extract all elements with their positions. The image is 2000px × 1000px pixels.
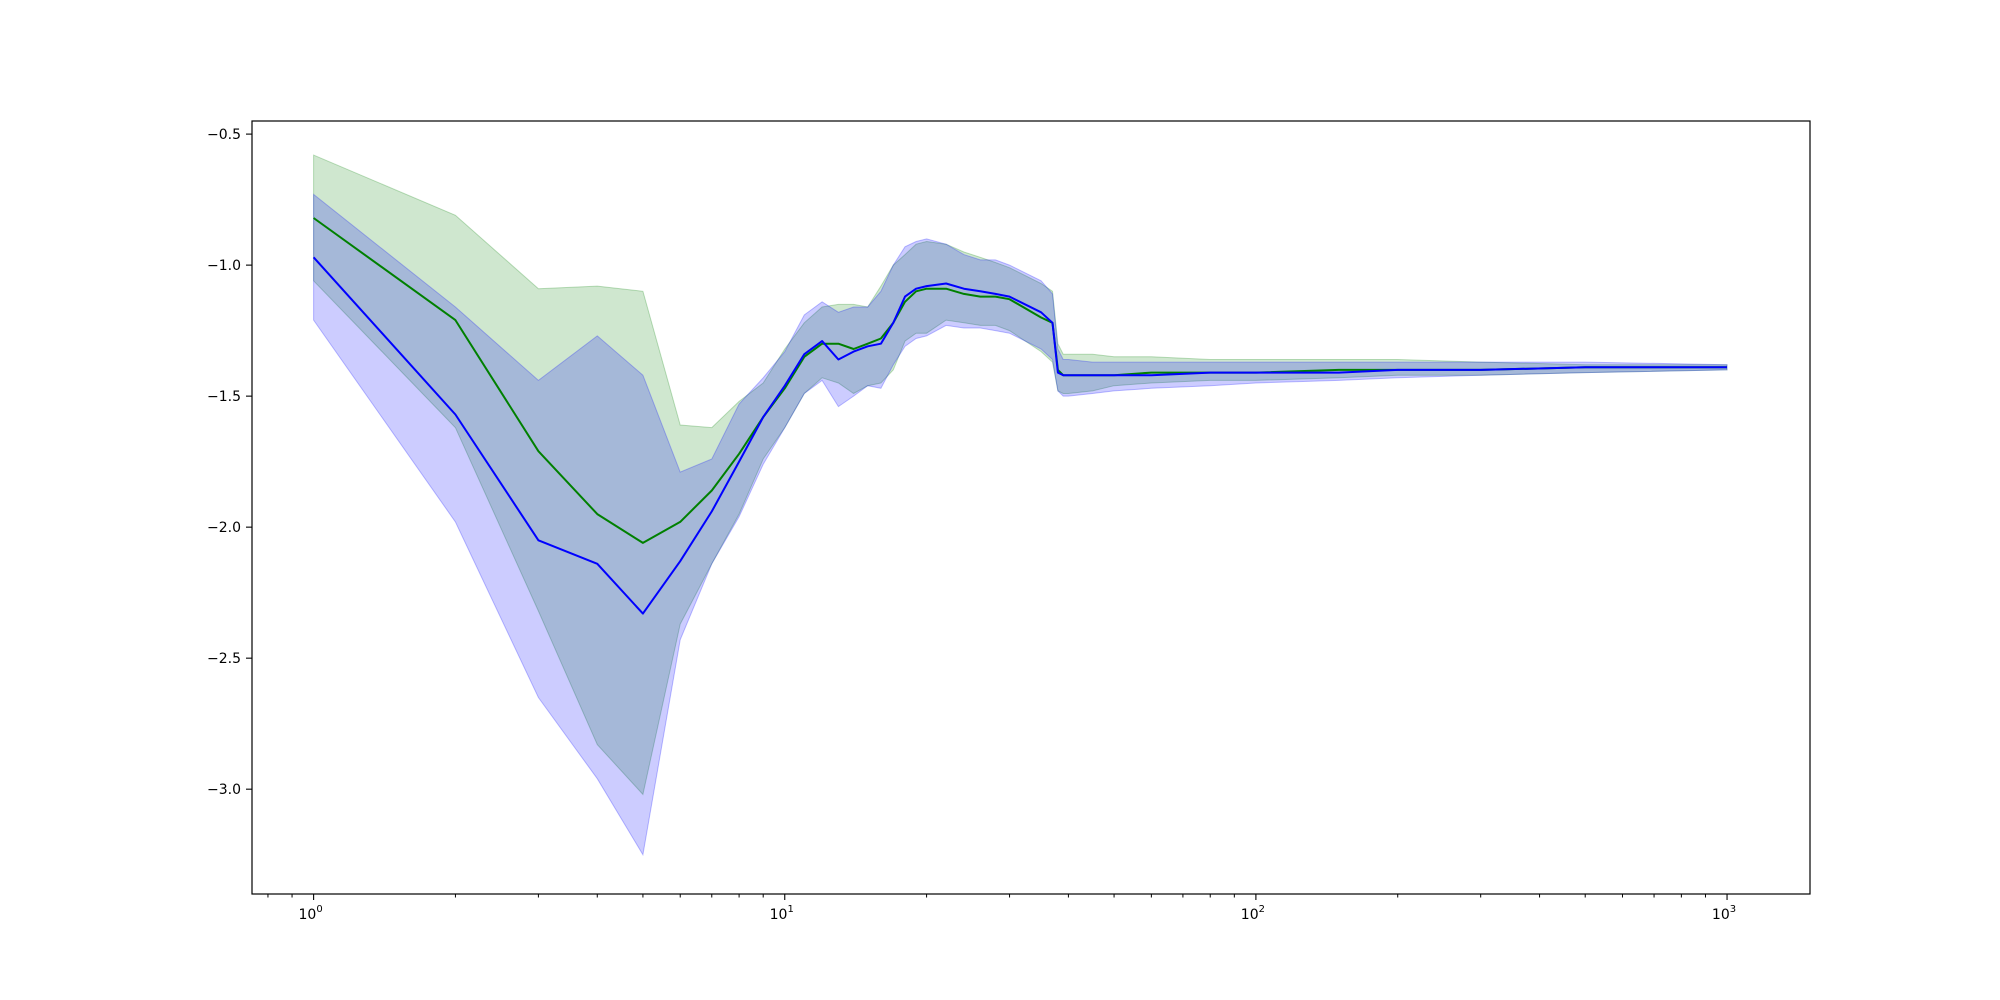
y-tick-label: −1.5 — [207, 389, 241, 405]
series-lines — [312, 217, 1727, 615]
y-tick-label: −3.0 — [207, 782, 241, 798]
confidence-bands — [313, 154, 1728, 857]
y-tick-label: −2.5 — [207, 651, 241, 667]
y-tick-label: −0.5 — [207, 127, 241, 143]
y-tick-label: −1.0 — [207, 258, 241, 274]
plot-area — [252, 121, 1810, 894]
band-series-2 — [313, 193, 1728, 857]
line-series-2 — [312, 256, 1727, 615]
y-tick-label: −2.0 — [207, 520, 241, 536]
band-series-1 — [313, 154, 1728, 796]
y-axis: −0.5 −1.0 −1.5 −2.0 −2.5 −3.0 — [207, 127, 252, 798]
plot-frame — [251, 120, 1811, 895]
line-series-1 — [313, 217, 1727, 544]
